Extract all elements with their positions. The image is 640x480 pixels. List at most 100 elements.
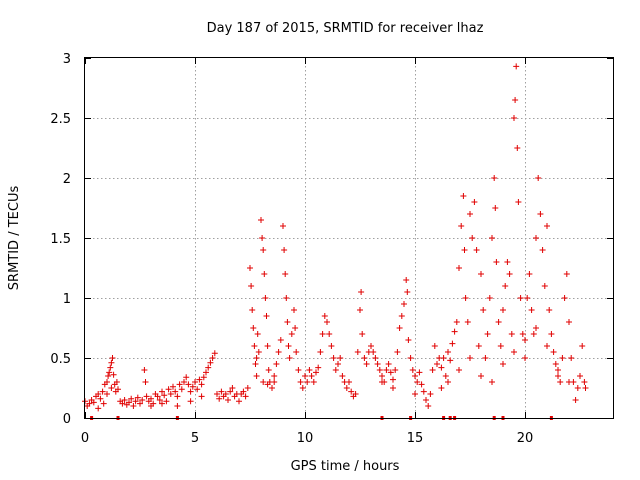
- data-point: [458, 223, 465, 229]
- data-point: [106, 369, 113, 376]
- data-point: [461, 247, 468, 253]
- data-point: [295, 367, 302, 373]
- data-point: [161, 392, 168, 399]
- data-point: [269, 385, 275, 391]
- x-tick-label: 5: [191, 431, 199, 446]
- data-point: [535, 175, 542, 181]
- data-point: [471, 199, 478, 205]
- data-point: [95, 391, 102, 397]
- data-point: [372, 355, 379, 361]
- data-point: [310, 379, 317, 385]
- data-point: [263, 313, 270, 319]
- y-tick-label: 0.5: [50, 352, 71, 367]
- data-point: [473, 247, 480, 253]
- data-point: [250, 325, 257, 331]
- data-point: [442, 373, 449, 379]
- data-point: [95, 405, 102, 412]
- data-point: [475, 343, 482, 349]
- data-point: [280, 223, 286, 229]
- data-point: [142, 379, 149, 385]
- data-point: [363, 361, 370, 367]
- data-point: [546, 307, 553, 313]
- data-point: [495, 319, 502, 325]
- data-point: [328, 343, 335, 349]
- data-point: [258, 217, 264, 223]
- data-point: [128, 395, 135, 402]
- data-point: [291, 307, 297, 313]
- data-point: [319, 331, 326, 337]
- data-point: [273, 361, 280, 367]
- data-point: [434, 361, 440, 367]
- data-point: [229, 385, 236, 391]
- data-point: [582, 385, 589, 391]
- data-point: [370, 349, 377, 355]
- data-point: [105, 373, 112, 379]
- data-point: [358, 289, 365, 295]
- data-point: [404, 289, 411, 295]
- data-point: [253, 373, 260, 379]
- data-point: [174, 393, 181, 400]
- data-point: [317, 349, 324, 355]
- data-point: [405, 337, 412, 343]
- data-point: [141, 367, 148, 373]
- data-point: [392, 367, 399, 373]
- data-point: [539, 247, 546, 253]
- data-point: [394, 349, 401, 355]
- data-point: [445, 379, 451, 385]
- data-point: [100, 400, 107, 407]
- data-point: [254, 331, 261, 337]
- data-point: [555, 373, 561, 379]
- data-point: [249, 307, 256, 313]
- data-point: [515, 199, 522, 205]
- data-point: [110, 371, 117, 378]
- data-point: [445, 349, 451, 355]
- data-point: [119, 400, 126, 407]
- data-point: [172, 388, 179, 395]
- data-point: [512, 97, 519, 103]
- data-point: [500, 307, 506, 313]
- data-point: [288, 331, 295, 337]
- data-point: [506, 271, 513, 277]
- data-point: [163, 398, 170, 405]
- data-point: [425, 403, 432, 409]
- data-point: [218, 388, 225, 395]
- data-point: [108, 359, 115, 366]
- data-point: [313, 369, 319, 376]
- data-point: [143, 393, 150, 400]
- data-point: [265, 367, 272, 373]
- data-point: [304, 379, 311, 385]
- data-point: [240, 388, 247, 395]
- data-point: [209, 355, 216, 361]
- data-point: [438, 364, 445, 371]
- data-point: [132, 398, 139, 405]
- data-point: [550, 349, 557, 355]
- data-point: [566, 319, 572, 325]
- data-point: [451, 328, 458, 335]
- data-point: [198, 393, 205, 400]
- x-tick-label: 0: [81, 431, 89, 446]
- data-point: [469, 235, 476, 241]
- data-point: [187, 398, 194, 405]
- data-point: [572, 397, 579, 403]
- data-point: [354, 349, 361, 355]
- data-point: [511, 349, 517, 355]
- data-point: [227, 388, 234, 395]
- data-point: [292, 325, 299, 331]
- data-point: [293, 349, 300, 355]
- data-point: [579, 343, 586, 349]
- data-point: [385, 361, 392, 367]
- data-point: [324, 319, 330, 325]
- data-point: [480, 307, 487, 313]
- data-point: [211, 350, 218, 357]
- data-point: [332, 367, 339, 373]
- data-point: [205, 364, 212, 371]
- data-point: [107, 364, 114, 371]
- data-point: [398, 313, 405, 319]
- data-point: [438, 385, 445, 391]
- data-point: [99, 388, 106, 395]
- data-point: [159, 400, 165, 407]
- data-point: [513, 63, 520, 70]
- data-point: [97, 395, 104, 402]
- data-point: [194, 386, 201, 393]
- data-point: [489, 235, 495, 241]
